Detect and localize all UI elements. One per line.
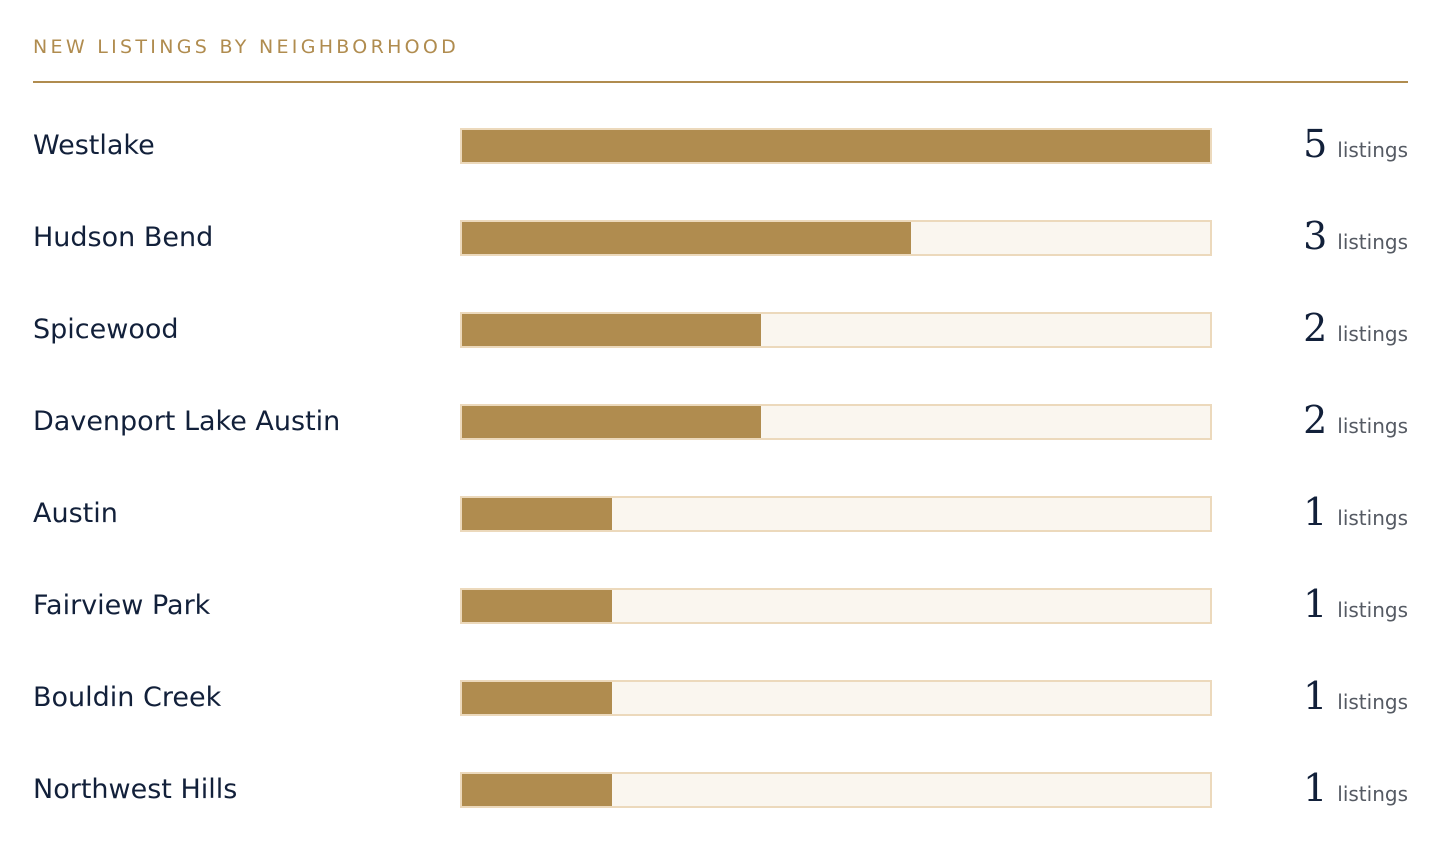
bar-fill (462, 406, 762, 438)
listing-count: 1 listings (1303, 674, 1408, 726)
neighborhood-label: Westlake (33, 130, 155, 161)
listing-count-value: 1 (1303, 490, 1328, 534)
neighborhood-row: Westlake 5 listings (33, 102, 1408, 194)
bar-fill (462, 222, 911, 254)
listing-count-unit: listings (1337, 690, 1408, 714)
bar-track (460, 772, 1212, 808)
neighborhood-row: Davenport Lake Austin 2 listings (33, 378, 1408, 470)
bar-track (460, 220, 1212, 256)
listing-count-value: 3 (1303, 214, 1328, 258)
bar-fill (462, 682, 612, 714)
listing-count-unit: listings (1337, 414, 1408, 438)
listing-count: 3 listings (1303, 214, 1408, 266)
listing-count: 1 listings (1303, 490, 1408, 542)
listing-count-value: 5 (1303, 122, 1328, 166)
bar-track (460, 588, 1212, 624)
neighborhood-label: Hudson Bend (33, 222, 214, 253)
neighborhood-row: Northwest Hills 1 listings (33, 746, 1408, 838)
neighborhood-row: Fairview Park 1 listings (33, 562, 1408, 654)
listing-count-value: 2 (1303, 398, 1328, 442)
bar-track (460, 496, 1212, 532)
bar-track (460, 404, 1212, 440)
neighborhood-bar-chart: Westlake 5 listings Hudson Bend 3 listings Spi… (33, 102, 1408, 838)
bar-track (460, 312, 1212, 348)
listing-count-value: 2 (1303, 306, 1328, 350)
listing-count: 2 listings (1303, 398, 1408, 450)
neighborhood-row: Bouldin Creek 1 listings (33, 654, 1408, 746)
neighborhood-label: Spicewood (33, 314, 179, 345)
listing-count-unit: listings (1337, 230, 1408, 254)
listing-count-unit: listings (1337, 598, 1408, 622)
neighborhood-label: Fairview Park (33, 590, 211, 621)
listing-count-value: 1 (1303, 582, 1328, 626)
bar-track (460, 128, 1212, 164)
neighborhood-row: Spicewood 2 listings (33, 286, 1408, 378)
listing-count-unit: listings (1337, 138, 1408, 162)
listing-count-unit: listings (1337, 782, 1408, 806)
listing-count-unit: listings (1337, 506, 1408, 530)
neighborhood-row: Austin 1 listings (33, 470, 1408, 562)
bar-fill (462, 590, 612, 622)
title-divider (33, 81, 1408, 83)
bar-fill (462, 774, 612, 806)
bar-track (460, 680, 1212, 716)
neighborhood-label: Northwest Hills (33, 774, 238, 805)
neighborhood-label: Austin (33, 498, 118, 529)
section-title: NEW LISTINGS BY NEIGHBORHOOD (33, 36, 460, 58)
listing-count-value: 1 (1303, 766, 1328, 810)
bar-fill (462, 498, 612, 530)
listing-count: 5 listings (1303, 122, 1408, 174)
neighborhood-label: Davenport Lake Austin (33, 406, 341, 437)
listing-count-value: 1 (1303, 674, 1328, 718)
listing-count: 2 listings (1303, 306, 1408, 358)
bar-fill (462, 314, 762, 346)
neighborhood-row: Hudson Bend 3 listings (33, 194, 1408, 286)
bar-fill (462, 130, 1210, 162)
listing-count-unit: listings (1337, 322, 1408, 346)
neighborhood-label: Bouldin Creek (33, 682, 222, 713)
listing-count: 1 listings (1303, 582, 1408, 634)
listing-count: 1 listings (1303, 766, 1408, 818)
